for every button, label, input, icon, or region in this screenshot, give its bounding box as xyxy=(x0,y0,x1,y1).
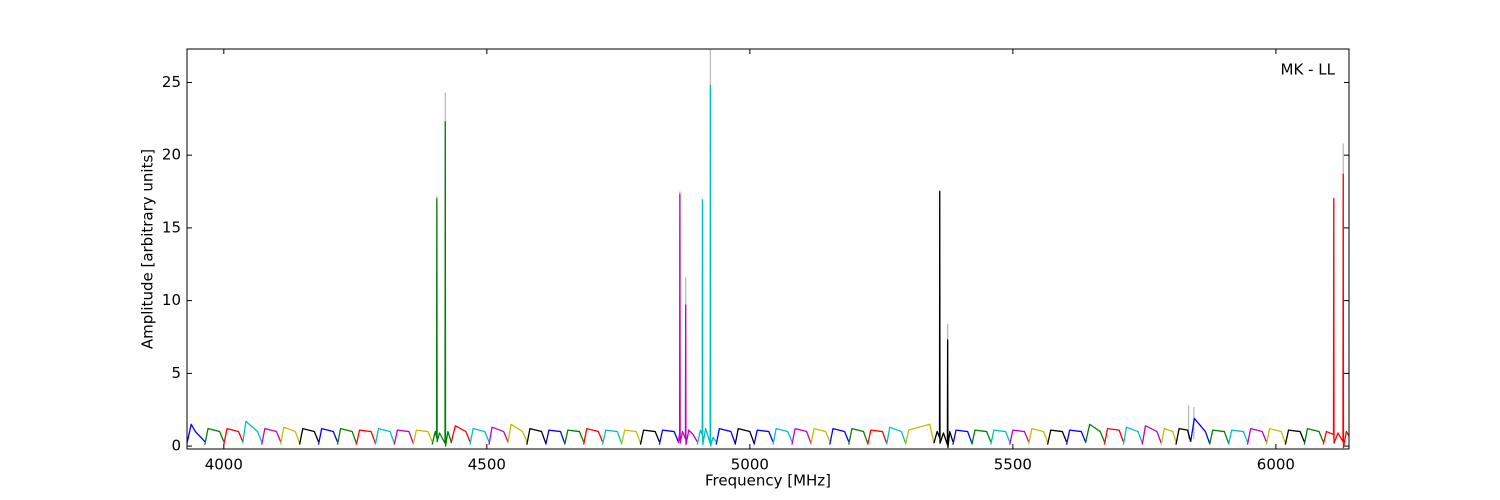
spectrum-line xyxy=(279,423,1286,445)
y-axis-label: Amplitude [arbitrary units] xyxy=(139,149,157,349)
y-tick-label: 25 xyxy=(162,73,181,91)
spectrum-line xyxy=(223,173,1349,449)
x-tick-label: 5500 xyxy=(994,456,1032,474)
plot-frame xyxy=(186,48,1350,450)
spectrum-line xyxy=(242,84,1249,447)
x-tick-label: 5000 xyxy=(731,456,769,474)
annotation: MK - LL xyxy=(1281,61,1336,79)
spectrum-line xyxy=(187,417,1211,445)
x-tick-label: 4000 xyxy=(205,456,243,474)
spectrum-line xyxy=(204,121,1324,447)
x-axis-label: Frequency [MHz] xyxy=(705,472,831,490)
spectrum-line xyxy=(298,190,1305,449)
spectrum-line xyxy=(261,193,1268,446)
plot-area xyxy=(187,49,1349,449)
y-tick-label: 0 xyxy=(171,437,181,455)
y-tick-label: 15 xyxy=(162,218,181,236)
y-tick-label: 5 xyxy=(171,364,181,382)
spectrum-line xyxy=(436,49,1344,439)
x-tick-label: 6000 xyxy=(1257,456,1295,474)
y-tick-label: 10 xyxy=(162,291,181,309)
x-tick-label: 4500 xyxy=(468,456,506,474)
y-tick-label: 20 xyxy=(162,146,181,164)
